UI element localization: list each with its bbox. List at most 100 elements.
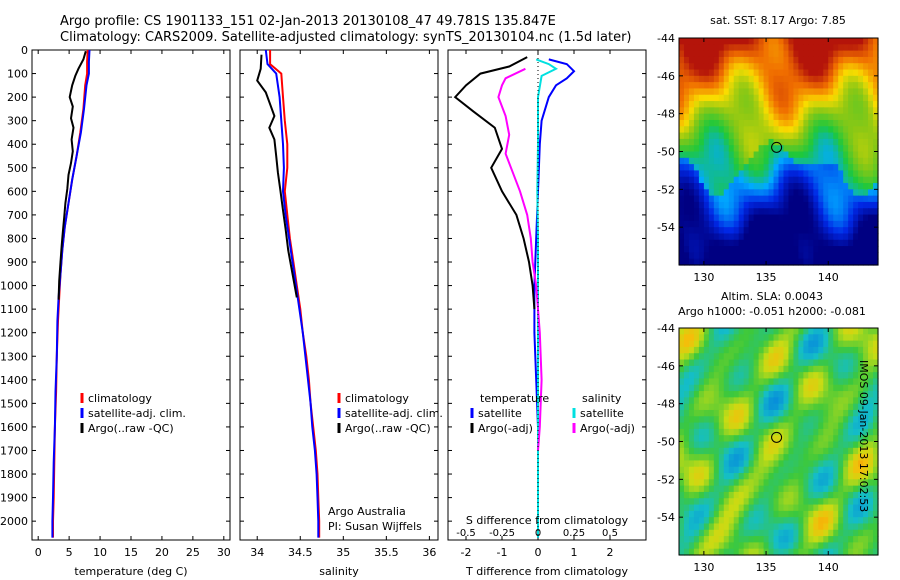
heatmap-cell [693,523,700,531]
heatmap-cell [813,138,819,146]
heatmap-cell [853,422,859,430]
heatmap-cell [688,416,695,424]
heatmap-cell [718,176,725,184]
heatmap-cell [733,403,740,411]
heatmap-cell [788,447,795,455]
heatmap-cell [703,359,710,367]
heatmap-cell [683,113,690,121]
heatmap-cell [778,328,785,335]
heatmap-cell [813,529,819,537]
heatmap-cell [738,113,745,121]
heatmap-cell [728,119,735,127]
heatmap-cell [688,258,695,266]
heatmap-cell [783,479,790,487]
heatmap-cell [803,189,809,197]
heatmap-cell [728,246,735,253]
heatmap-cell [768,498,775,506]
heatmap-cell [738,195,745,203]
heatmap-cell [833,252,839,260]
heatmap-cell [679,157,685,165]
heatmap-cell [848,239,854,247]
heatmap-cell [733,170,740,178]
heatmap-cell [788,510,795,518]
heatmap-cell [683,82,690,90]
heatmap-cell [848,397,854,405]
heatmap-cell [853,378,859,386]
heatmap-cell [713,239,720,247]
heatmap-cell [733,88,740,96]
heatmap-cell [683,391,690,398]
heatmap-cell [679,201,685,209]
heatmap-cell [723,38,730,45]
heatmap-cell [783,220,790,228]
heatmap-cell [753,328,760,335]
heatmap-cell [713,126,720,134]
legend-label: climatology [345,392,409,405]
heatmap-cell [833,510,839,518]
heatmap-cell [718,214,725,222]
heatmap-cell [783,208,790,216]
heatmap-cell [823,485,829,493]
heatmap-cell [778,447,785,455]
annotation-pi: PI: Susan Wijffels [328,520,422,533]
heatmap-cell [703,176,710,184]
heatmap-cell [848,157,854,165]
heatmap-cell [758,428,765,436]
heatmap-cell [868,378,874,386]
heatmap-cell [853,397,859,405]
heatmap-cell [708,403,715,411]
heatmap-cell [753,416,760,424]
heatmap-cell [693,252,700,260]
heatmap-cell [748,138,755,146]
heatmap-cell [688,498,695,506]
heatmap-cell [833,220,839,228]
heatmap-cell [718,441,725,449]
heatmap-cell [728,176,735,184]
heatmap-cell [753,454,760,462]
heatmap-cell [693,334,700,342]
heatmap-cell [708,258,715,266]
heatmap-cell [693,447,700,455]
heatmap-cell [713,473,720,480]
heatmap-cell [738,542,745,550]
heatmap-cell [773,491,780,499]
heatmap-cell [728,138,735,146]
heatmap-cell [718,384,725,392]
heatmap-cell [718,340,725,348]
heatmap-cell [683,510,690,518]
heatmap-cell [738,227,745,235]
heatmap-cell [758,334,765,342]
heatmap-cell [768,485,775,493]
heatmap-cell [743,372,750,380]
heatmap-cell [828,107,834,115]
heatmap-cell [798,473,804,480]
heatmap-cell [718,170,725,178]
heatmap-cell [818,220,824,228]
heatmap-cell [763,56,770,64]
heatmap-cell [833,466,839,474]
heatmap-cell [798,435,804,443]
heatmap-cell [768,183,775,190]
heatmap-cell [773,536,780,543]
heatmap-cell [763,498,770,506]
heatmap-cell [763,50,770,58]
heatmap-cell [693,233,700,241]
heatmap-cell [679,227,685,235]
heatmap-cell [833,239,839,247]
heatmap-cell [733,56,740,64]
heatmap-cell [793,536,799,543]
heatmap-cell [688,170,695,178]
heatmap-cell [733,485,740,493]
heatmap-cell [848,56,854,64]
heatmap-cell [679,416,685,424]
heatmap-cell [843,536,849,543]
heatmap-cell [758,491,765,499]
heatmap-cell [858,409,864,417]
heatmap-cell [763,63,770,71]
heatmap-cell [838,504,844,512]
heatmap-cell [818,365,824,373]
heatmap-cell [798,44,804,52]
heatmap-cell [808,75,814,83]
series-line-satellite-adj-clim- [264,49,320,538]
heatmap-cell [803,328,809,335]
